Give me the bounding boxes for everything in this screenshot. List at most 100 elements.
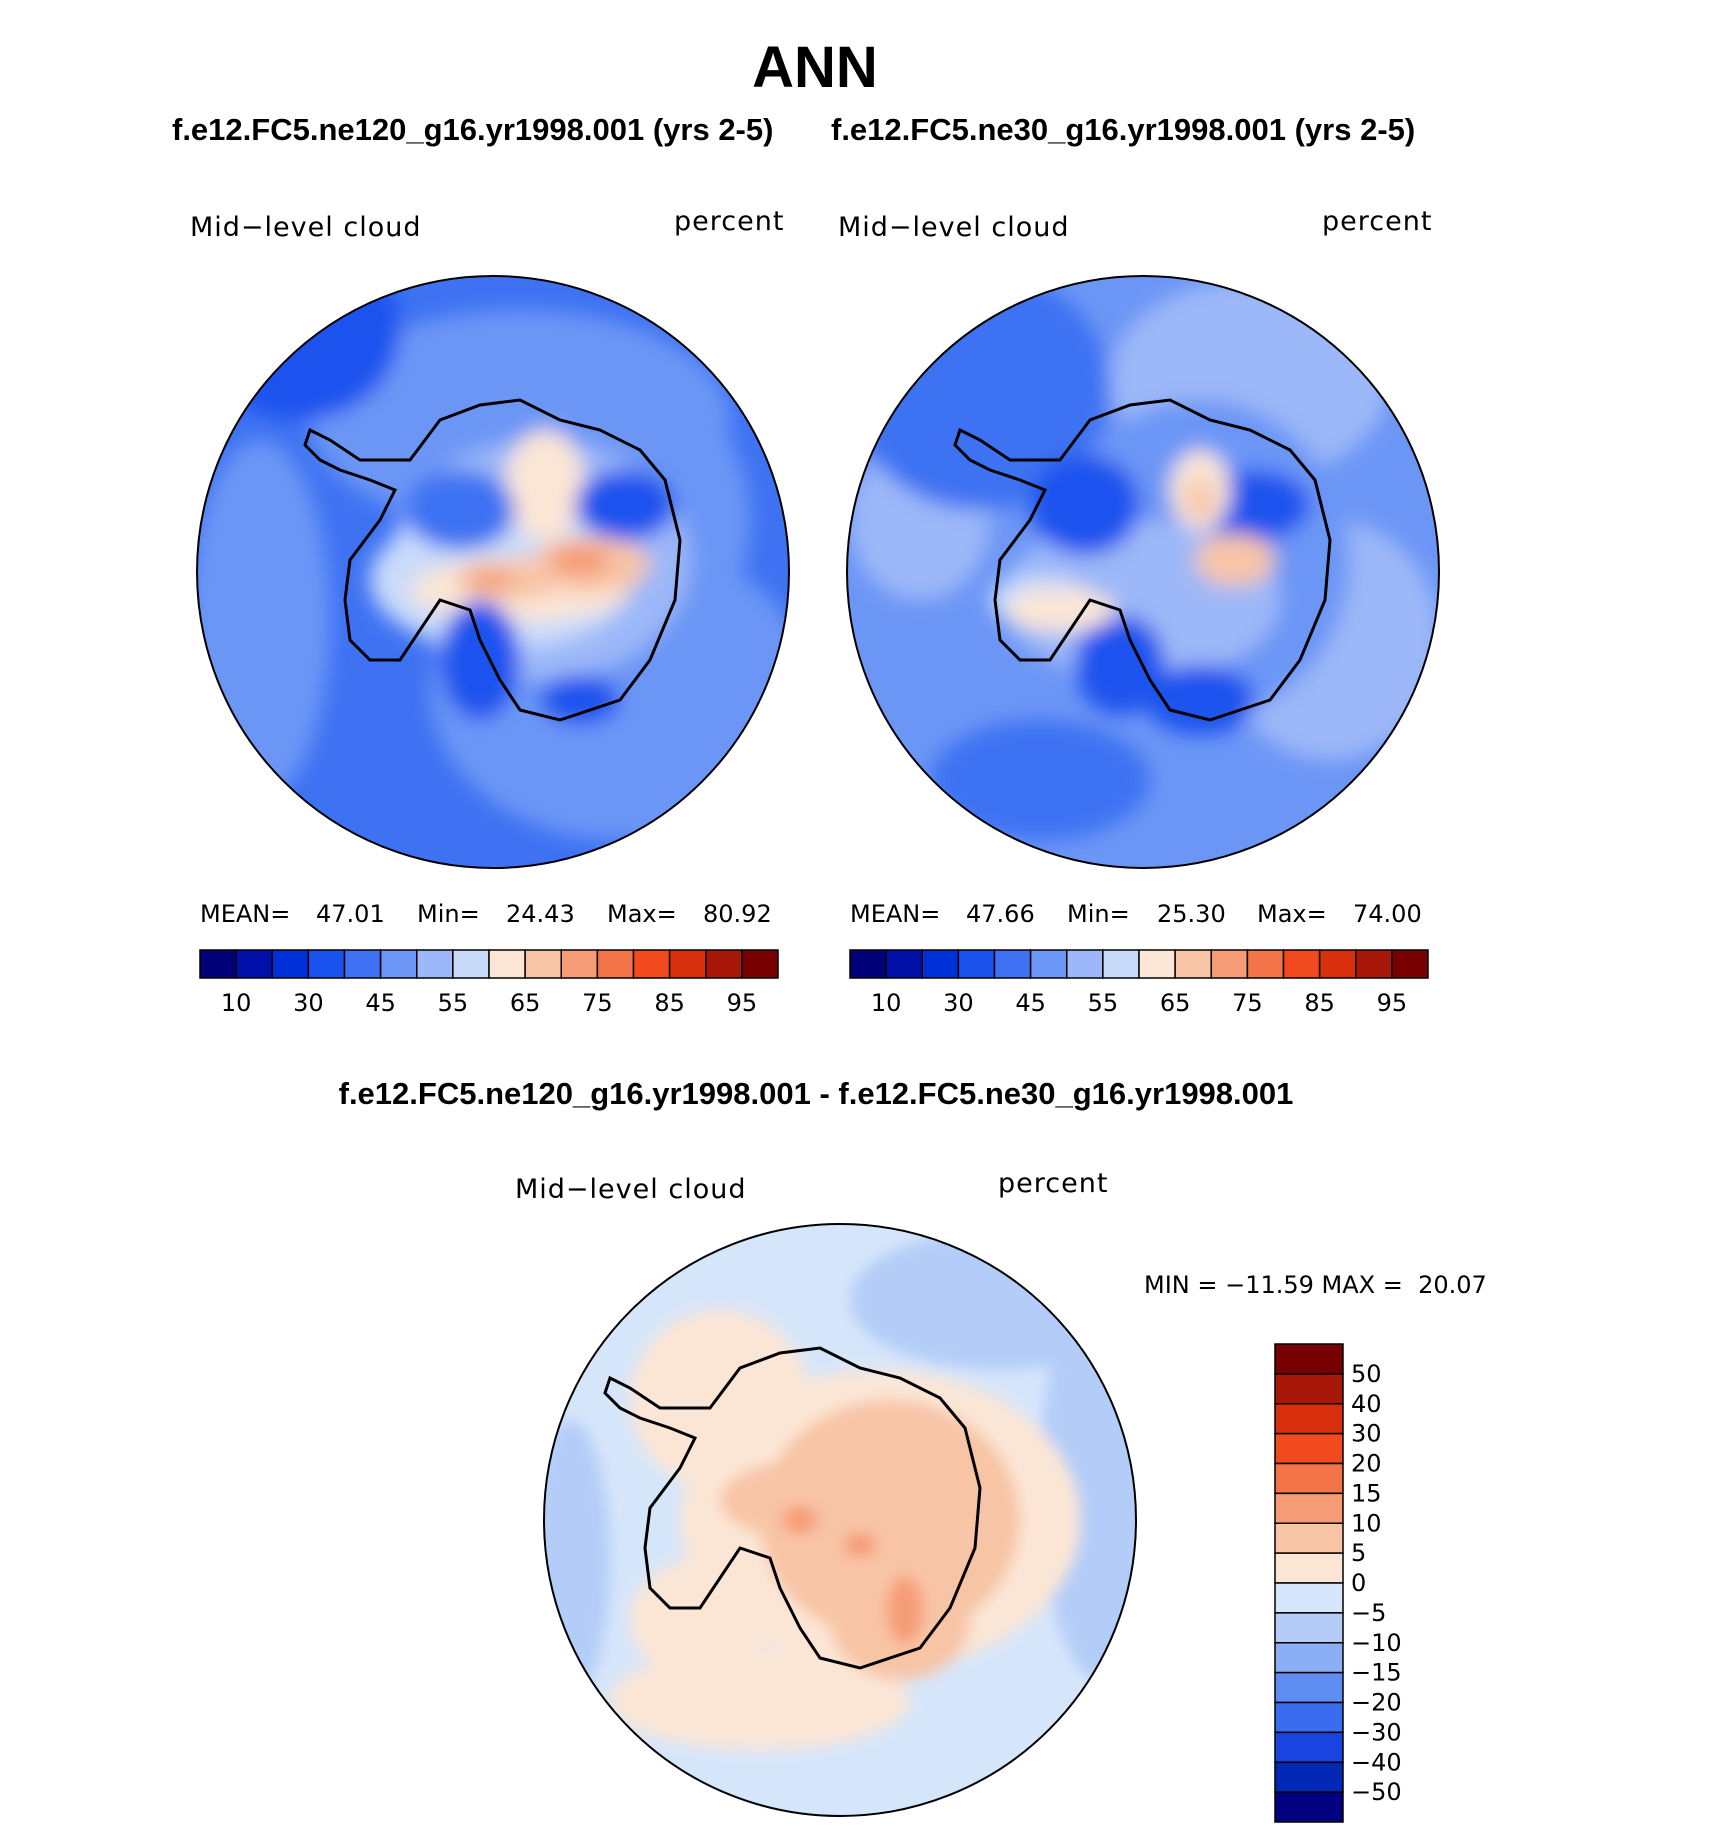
panel-b-units-label: percent <box>1322 206 1432 237</box>
difference-colorbar-swatch <box>1274 1671 1344 1704</box>
panel-b-colorbar-tick-label: 65 <box>1160 989 1191 1017</box>
panel-b-colorbar-swatch <box>1318 949 1357 979</box>
panel-b-colorbar-swatch <box>1029 949 1068 979</box>
difference-colorbar-swatch <box>1274 1462 1344 1495</box>
panel-b-colorbar-swatch <box>993 949 1032 979</box>
panel-b-colorbar-swatch <box>1174 949 1212 979</box>
panel-b-colorbar-swatch <box>1066 949 1104 979</box>
panel-b-colorbar-swatch <box>1102 949 1140 979</box>
difference-colorbar-swatch <box>1274 1432 1344 1465</box>
panel-b-variable-label: Mid−level cloud <box>838 212 1069 243</box>
panel-b-colorbar-swatch <box>1282 949 1321 979</box>
panel-a-stats: MEAN= 47.01 Min= 24.43 Max= 80.92 <box>0 900 810 928</box>
panel-b-colorbar-tick-label: 30 <box>943 989 974 1017</box>
panel-a-colorbar-swatch <box>199 949 237 979</box>
panel-b-map-border <box>846 275 1440 869</box>
panel-a-variable-label: Mid−level cloud <box>190 212 421 243</box>
panel-b-colorbar-swatch <box>1355 949 1393 979</box>
panel-a-map-border <box>196 275 790 869</box>
difference-colorbar-tick-label: −10 <box>1351 1629 1402 1657</box>
panel-a-colorbar-swatch <box>560 949 599 979</box>
panel-a-colorbar-swatch <box>632 949 671 979</box>
panel-a-colorbar-swatch <box>488 949 526 979</box>
difference-colorbar-swatch <box>1274 1403 1344 1435</box>
difference-stats: MIN = −11.59 MAX = 20.07 <box>1144 1271 1487 1299</box>
panel-b-colorbar-tick-label: 85 <box>1304 989 1335 1017</box>
panel-a-colorbar-swatch <box>343 949 382 979</box>
panel-a-colorbar-swatch <box>452 949 490 979</box>
difference-coastline <box>603 1346 982 1670</box>
panel-a-colorbar-swatch <box>668 949 707 979</box>
panel-a-map <box>197 276 789 868</box>
panel-a-colorbar-tick-label: 75 <box>582 989 613 1017</box>
panel-a-colorbar-swatch <box>416 949 454 979</box>
difference-colorbar-swatch <box>1274 1612 1344 1644</box>
difference-colorbar-swatch <box>1274 1343 1344 1375</box>
difference-colorbar-swatch <box>1274 1642 1344 1674</box>
difference-colorbar-tick-label: −50 <box>1351 1778 1402 1806</box>
difference-colorbar-swatch <box>1274 1522 1344 1554</box>
difference-colorbar-swatch <box>1274 1582 1344 1614</box>
panel-a-units-label: percent <box>674 206 784 237</box>
difference-colorbar-tick-label: −40 <box>1351 1748 1402 1776</box>
panel-a-colorbar-tick-label: 30 <box>293 989 324 1017</box>
panel-b-stats: MEAN= 47.66 Min= 25.30 Max= 74.00 <box>0 900 1460 928</box>
panel-a-colorbar-tick-label: 65 <box>510 989 541 1017</box>
difference-colorbar-tick-label: 40 <box>1351 1390 1382 1418</box>
panel-b-colorbar-swatch <box>921 949 960 979</box>
difference-colorbar-tick-label: 50 <box>1351 1360 1382 1388</box>
difference-header: f.e12.FC5.ne120_g16.yr1998.001 - f.e12.F… <box>339 1076 1294 1111</box>
difference-colorbar-tick-label: 0 <box>1351 1569 1366 1597</box>
panel-a-colorbar-swatch <box>379 949 418 979</box>
difference-colorbar-swatch <box>1274 1701 1344 1734</box>
panel-b-colorbar-swatch <box>1246 949 1285 979</box>
difference-colorbar-swatch <box>1274 1492 1344 1524</box>
panel-b-colorbar-swatch <box>1210 949 1249 979</box>
panel-b-colorbar-swatch <box>849 949 887 979</box>
panel-b-colorbar-tick-label: 55 <box>1088 989 1119 1017</box>
difference-variable-label: Mid−level cloud <box>515 1174 746 1205</box>
panel-a-colorbar-swatch <box>524 949 562 979</box>
difference-panel: Mid−level cloud percent MIN = <box>515 1168 1487 1823</box>
difference-colorbar-tick-label: −20 <box>1351 1689 1402 1717</box>
panel-b-colorbar-swatch <box>1391 949 1429 979</box>
panel-a-colorbar-tick-label: 55 <box>438 989 469 1017</box>
difference-colorbar-tick-label: 15 <box>1351 1479 1382 1507</box>
panel-a-colorbar-tick-label: 95 <box>727 989 758 1017</box>
difference-colorbar-swatch <box>1274 1552 1344 1584</box>
panel-b-colorbar-swatch <box>1138 949 1176 979</box>
panel-a: Mid−level cloud percent <box>0 206 810 1017</box>
difference-colorbar-swatch <box>1274 1791 1344 1823</box>
panel-a-colorbar-swatch <box>235 949 273 979</box>
difference-colorbar-tick-label: 5 <box>1351 1539 1366 1567</box>
difference-colorbar-tick-label: −5 <box>1351 1599 1386 1627</box>
figure-title: ANN <box>752 35 878 100</box>
difference-colorbar-tick-label: 30 <box>1351 1420 1382 1448</box>
difference-units-label: percent <box>998 1168 1108 1199</box>
panel-b-colorbar: 10 30 45 55 65 75 85 95 <box>849 949 1429 1017</box>
panel-b-colorbar-tick-label: 45 <box>1015 989 1046 1017</box>
panel-a-colorbar-tick-label: 10 <box>221 989 252 1017</box>
panel-a-colorbar-swatch <box>596 949 635 979</box>
panel-a-header: f.e12.FC5.ne120_g16.yr1998.001 (yrs 2-5) <box>172 112 773 147</box>
panel-b-coastline <box>953 398 1332 722</box>
difference-colorbar-tick-label: −15 <box>1351 1659 1402 1687</box>
difference-colorbar-tick-label: 20 <box>1351 1450 1382 1478</box>
difference-map <box>544 1224 1136 1816</box>
difference-map-border <box>543 1223 1137 1817</box>
difference-colorbar-tick-label: 10 <box>1351 1509 1382 1537</box>
panel-b-colorbar-tick-label: 95 <box>1377 989 1408 1017</box>
panel-a-colorbar-swatch <box>705 949 743 979</box>
difference-colorbar-tick-label: −30 <box>1351 1718 1402 1746</box>
difference-colorbar-swatch <box>1274 1731 1344 1763</box>
panel-b-colorbar-tick-label: 10 <box>871 989 902 1017</box>
panel-a-colorbar-swatch <box>307 949 346 979</box>
panel-b-colorbar-tick-label: 75 <box>1232 989 1263 1017</box>
panel-b-colorbar-swatch <box>957 949 996 979</box>
panel-a-colorbar: 10 30 45 55 65 75 85 95 <box>199 949 779 1017</box>
panel-a-colorbar-swatch <box>741 949 779 979</box>
difference-colorbar-swatch <box>1274 1761 1344 1793</box>
panel-a-colorbar-tick-label: 45 <box>365 989 396 1017</box>
